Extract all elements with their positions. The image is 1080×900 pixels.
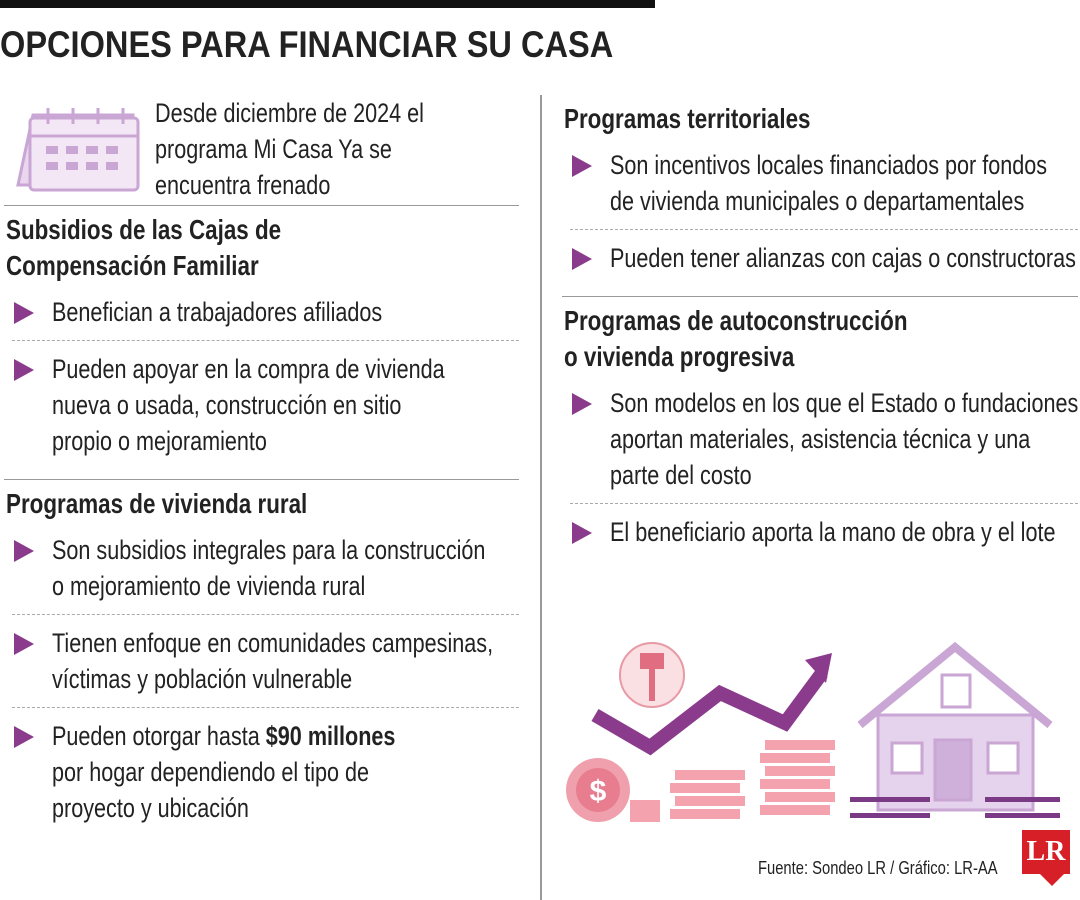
intro-text: Desde diciembre de 2024 el programa Mi Ca…	[155, 95, 491, 205]
dashed-separator	[570, 503, 1078, 504]
bullet-marker	[14, 302, 34, 324]
section: Programas de vivienda rural Son subsidios…	[4, 480, 519, 846]
dashed-separator	[12, 614, 519, 615]
text-line: Pueden tener alianzas con cajas o constr…	[610, 243, 1076, 273]
bullet-marker	[572, 155, 592, 177]
bullet-marker	[14, 359, 34, 381]
text-line: o vivienda progresiva	[564, 341, 795, 372]
bullet: Pueden otorgar hasta $90 millones por hog…	[4, 708, 519, 836]
bullet-text: Son incentivos locales financiados por f…	[610, 147, 1080, 219]
section-title: Programas de autoconstrucción o vivienda …	[562, 303, 1078, 375]
text-line: Pueden apoyar en la compra de vivienda	[52, 354, 445, 384]
bullet-text: Tienen enfoque en comunidades campesinas…	[52, 625, 603, 697]
dashed-separator	[12, 340, 519, 341]
left-column: Desde diciembre de 2024 el programa Mi Ca…	[4, 95, 519, 846]
bullet-marker	[572, 393, 592, 415]
calendar-icon	[16, 108, 140, 192]
dashed-separator	[570, 229, 1078, 230]
text-line: proyecto y ubicación	[52, 793, 249, 823]
bullet-marker	[14, 726, 34, 748]
text-line: de vivienda municipales o departamentale…	[610, 186, 1025, 216]
bullet: El beneficiario aporta la mano de obra y…	[562, 504, 1078, 560]
text-line: nueva o usada, construcción en sitio	[52, 390, 402, 420]
text-line: o mejoramiento de vivienda rural	[52, 571, 366, 601]
text-line: programa Mi Casa Ya se	[155, 134, 392, 164]
title: OPCIONES PARA FINANCIAR SU CASA	[0, 24, 614, 65]
section-title: Programas territoriales	[562, 101, 1078, 137]
divider	[540, 95, 542, 900]
bullet: Benefician a trabajadores afiliados	[4, 284, 519, 340]
text-line: Son modelos en los que el Estado o funda…	[610, 388, 1079, 418]
section-title: Programas de vivienda rural	[4, 486, 519, 522]
bullet: Pueden apoyar en la compra de vivienda nu…	[4, 341, 519, 469]
section: Programas de autoconstrucción o vivienda …	[562, 297, 1078, 570]
bullet-marker	[14, 633, 34, 655]
text-line: Compensación Familiar	[6, 250, 259, 281]
bold-text: $90 millones	[265, 721, 396, 751]
key	[619, 642, 685, 708]
bullet: Son modelos en los que el Estado o funda…	[562, 375, 1078, 503]
bullet-text: Son modelos en los que el Estado o funda…	[610, 385, 1080, 493]
bullet-text: Pueden tener alianzas con cajas o constr…	[610, 240, 1080, 276]
text-line: Benefician a trabajadores afiliados	[52, 297, 383, 327]
bullet-marker	[572, 248, 592, 270]
dashed-separator	[12, 707, 519, 708]
source: Fuente: Sondeo LR / Gráfico: LR-AA	[758, 858, 998, 878]
section: Programas territoriales Son incentivos lo…	[562, 95, 1078, 296]
bullet-marker	[14, 540, 34, 562]
logo: LR	[1022, 830, 1070, 874]
text-line: Tienen enfoque en comunidades campesinas…	[52, 628, 494, 658]
text: Pueden otorgar hasta	[52, 721, 260, 751]
text-line: Son subsidios integrales para la constru…	[52, 535, 486, 565]
separator	[562, 296, 1078, 297]
text-line: Son incentivos locales financiados por f…	[610, 150, 1048, 180]
section-title: Subsidios de las Cajas de Compensación Fa…	[4, 212, 519, 284]
intro: Desde diciembre de 2024 el programa Mi Ca…	[4, 95, 519, 205]
text-line: encuentra frenado	[155, 170, 331, 200]
fence	[850, 797, 1060, 818]
bullet-marker	[572, 522, 592, 544]
text-line: Programas territoriales	[564, 103, 811, 134]
text-line: parte del costo	[610, 460, 752, 490]
logo-tail	[1040, 874, 1064, 886]
bullet-text: El beneficiario aporta la mano de obra y…	[610, 514, 1080, 550]
house	[857, 641, 1053, 812]
bullet: Pueden tener alianzas con cajas o constr…	[562, 230, 1078, 286]
top-bar	[0, 0, 655, 8]
bullet: Son subsidios integrales para la constru…	[4, 522, 519, 614]
text-line: aportan materiales, asistencia técnica y…	[610, 424, 1031, 454]
text-line: Subsidios de las Cajas de	[6, 214, 282, 245]
bullet-text: Benefician a trabajadores afiliados	[52, 294, 465, 330]
text-line: Desde diciembre de 2024 el	[155, 98, 424, 128]
text-line: propio o mejoramiento	[52, 426, 267, 456]
bullet: Tienen enfoque en comunidades campesinas…	[4, 615, 519, 707]
bullet: Son incentivos locales financiados por f…	[562, 137, 1078, 229]
text-line: por hogar dependiendo el tipo de	[52, 757, 370, 787]
right-column: Programas territoriales Son incentivos lo…	[562, 95, 1078, 570]
section: Subsidios de las Cajas de Compensación Fa…	[4, 206, 519, 479]
svg-text:$: $	[590, 775, 607, 808]
separator	[4, 479, 519, 480]
text-line: El beneficiario aporta la mano de obra y…	[610, 517, 1056, 547]
text-line: Programas de autoconstrucción	[564, 305, 908, 336]
text-line: Programas de vivienda rural	[6, 488, 308, 519]
bullet-text: Son subsidios integrales para la constru…	[52, 532, 594, 604]
coins: $	[566, 740, 835, 822]
bullet-text: Pueden apoyar en la compra de vivienda nu…	[52, 351, 543, 459]
bullet-text: Pueden otorgar hasta $90 millones por hog…	[52, 718, 481, 826]
separator	[4, 205, 519, 206]
illustration: $	[566, 641, 1060, 822]
text-line: víctimas y población vulnerable	[52, 664, 353, 694]
text-line: Pueden otorgar hasta $90 millones	[52, 718, 395, 754]
